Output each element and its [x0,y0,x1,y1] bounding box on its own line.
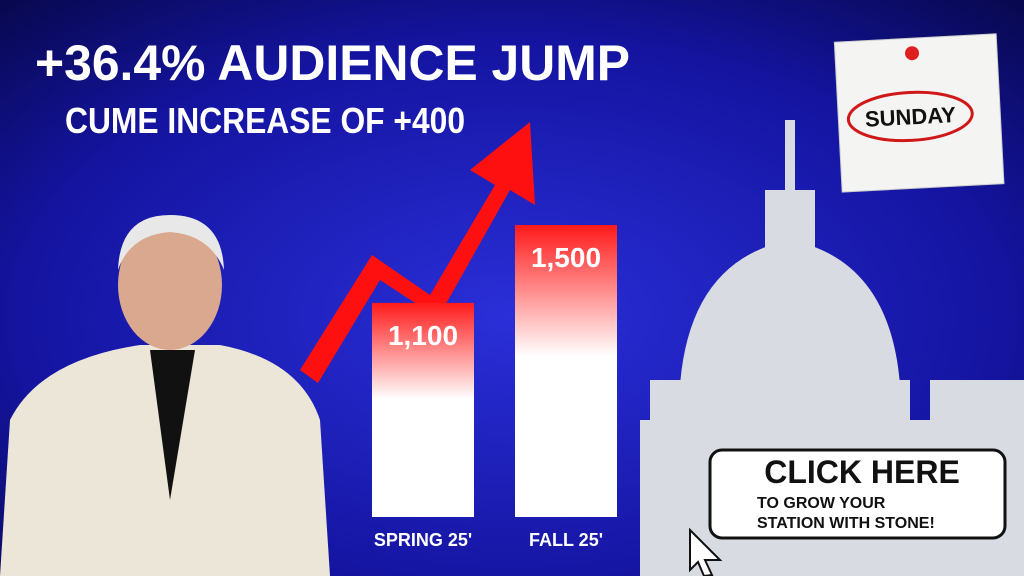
cta-title[interactable]: CLICK HERE [764,454,960,490]
cta-line[interactable]: TO GROW YOUR [757,495,886,512]
value-label: 1,100 [388,320,458,351]
cta-box[interactable] [708,448,1007,540]
person-image [0,215,330,576]
bar [515,225,617,517]
chart-subtitle: CUME INCREASE OF +400 [65,100,465,141]
value-label: 1,500 [531,242,601,273]
sunday-note: SUNDAY [833,33,1005,193]
chart-title: +36.4% AUDIENCE JUMP [35,35,630,91]
cta-button[interactable]: CLICK HERE TO GROW YOUR STATION WITH STO… [689,448,1007,576]
cta-line[interactable]: STATION WITH STONE! [757,515,935,532]
note-label: SUNDAY [864,102,956,132]
x-tick-label: FALL 25' [529,530,603,550]
bar [372,302,474,517]
x-tick-label: SPRING 25' [374,530,472,550]
trend-arrow [300,122,535,383]
